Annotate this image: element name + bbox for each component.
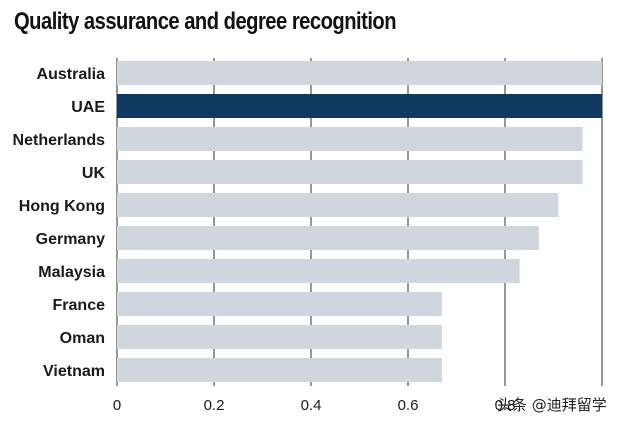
x-tick-label-1: 0.2	[204, 397, 225, 414]
bar-hong-kong	[117, 193, 559, 217]
chart-title: Quality assurance and degree recognition	[14, 8, 397, 35]
bar-netherlands	[117, 127, 583, 151]
category-label-malaysia: Malaysia	[38, 264, 105, 281]
category-label-france: France	[53, 297, 106, 314]
watermark: 头条 @迪拜留学	[497, 396, 607, 414]
category-label-hong-kong: Hong Kong	[19, 198, 105, 215]
category-label-netherlands: Netherlands	[13, 132, 106, 149]
bar-oman	[117, 325, 442, 349]
bar-australia	[117, 61, 602, 85]
bar-malaysia	[117, 259, 520, 283]
category-label-germany: Germany	[36, 231, 105, 248]
x-tick-label-0: 0	[113, 397, 121, 414]
bar-france	[117, 292, 442, 316]
category-labels: Australia UAE Netherlands UK Hong Kong German…	[13, 66, 106, 380]
x-tick-label-4: 0.8	[495, 397, 516, 414]
bar-vietnam	[117, 358, 442, 382]
bars	[117, 61, 602, 382]
x-tick-label-3: 0.6	[398, 397, 419, 414]
x-axis-ticks: 0 0.2 0.4 0.6 0.8	[113, 397, 516, 414]
category-label-uk: UK	[82, 165, 106, 182]
bar-uae	[117, 94, 602, 118]
x-tick-label-2: 0.4	[301, 397, 322, 414]
category-label-oman: Oman	[60, 330, 105, 347]
category-label-uae: UAE	[71, 99, 105, 116]
bar-uk	[117, 160, 583, 184]
bar-germany	[117, 226, 539, 250]
category-label-vietnam: Vietnam	[43, 363, 105, 380]
category-label-australia: Australia	[37, 66, 106, 83]
